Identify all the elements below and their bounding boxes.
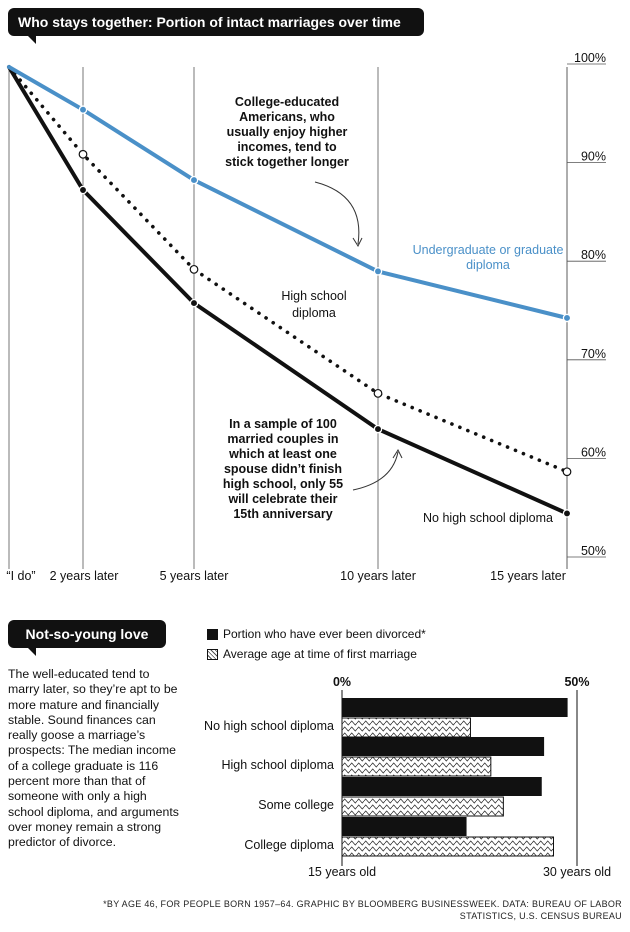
bar-axis-top-label: 0%	[333, 675, 351, 689]
annotation-line: 15th anniversary	[233, 507, 332, 521]
legend-item-divorced: Portion who have ever been divorced*	[207, 624, 426, 644]
series-label-high-school: High school diploma	[281, 289, 346, 320]
annotation-no-hs: In a sample of 100 married couples in whic…	[223, 417, 343, 521]
data-point	[562, 509, 572, 518]
chart-title: Who stays together: Portion of intact ma…	[8, 8, 424, 44]
annotation-line: In a sample of 100	[229, 417, 337, 431]
y-tick-label: 70%	[581, 347, 606, 361]
y-tick-label: 90%	[581, 150, 606, 164]
data-point	[189, 298, 199, 308]
bar-age	[341, 717, 471, 738]
legend-item-age: Average age at time of first marriage	[207, 644, 426, 664]
series-label-no-hs: No high school diploma	[423, 511, 553, 525]
data-point	[189, 175, 199, 185]
annotation-line: usually enjoy higher	[227, 125, 348, 139]
series-label-line: High school	[281, 289, 346, 303]
y-tick-label: 80%	[581, 248, 606, 262]
x-tick-label: 2 years later	[50, 569, 119, 583]
x-tick-label: 10 years later	[340, 569, 416, 583]
annotation-arrowhead	[392, 448, 403, 459]
body-text: The well-educated tend to marry later, s…	[8, 667, 179, 850]
data-point	[373, 267, 383, 276]
annotation-line: spouse didn’t finish	[224, 462, 342, 476]
bar-axis-top-label: 50%	[564, 675, 589, 689]
data-point	[373, 388, 383, 398]
bar-category-label: High school diploma	[221, 758, 334, 772]
annotation-line: stick together longer	[225, 155, 349, 169]
bar-category-label: Some college	[258, 798, 334, 812]
y-tick-label: 60%	[581, 445, 606, 459]
bar-divorced	[342, 698, 568, 717]
annotation-arrow	[314, 181, 360, 245]
series-label-college: Undergraduate or graduate diploma	[413, 243, 564, 272]
bar-divorced	[342, 777, 542, 796]
annotation-line: married couples in	[227, 432, 338, 446]
panel-title: Not-so-young love	[8, 620, 166, 656]
y-tick-label: 50%	[581, 544, 606, 558]
bar-divorced	[342, 737, 545, 756]
data-point	[189, 264, 199, 274]
bar-age	[341, 836, 554, 857]
annotation-college: College-educated Americans, who usually en…	[225, 95, 349, 169]
bar-age	[341, 756, 492, 777]
annotation-line: high school, only 55	[223, 477, 343, 491]
bar-legend: Portion who have ever been divorced* Ave…	[207, 624, 426, 664]
bar-divorced	[342, 817, 467, 836]
annotation-line: Americans, who	[239, 110, 335, 124]
legend-label: Portion who have ever been divorced*	[223, 627, 426, 641]
series-label-line: diploma	[292, 306, 336, 320]
annotation-line: will celebrate their	[227, 492, 337, 506]
x-tick-label: “I do”	[6, 569, 35, 583]
footnote: *BY AGE 46, FOR PEOPLE BORN 1957–64. GRA…	[103, 899, 622, 921]
annotation-line: incomes, tend to	[237, 140, 337, 154]
data-point	[78, 105, 88, 114]
x-tick-label: 5 years later	[160, 569, 229, 583]
series-label-line: diploma	[466, 258, 510, 272]
annotation-line: which at least one	[228, 447, 337, 461]
bar-axis-bottom-label: 30 years old	[543, 865, 611, 879]
annotation-arrow	[352, 451, 399, 491]
hatched-swatch-icon	[207, 648, 218, 660]
bar-category-label: No high school diploma	[204, 719, 334, 733]
data-point	[78, 149, 88, 159]
annotation-arrowhead	[352, 237, 363, 248]
bar-age	[341, 796, 504, 817]
bar-axis-bottom-label: 15 years old	[308, 865, 376, 879]
legend-label: Average age at time of first marriage	[223, 647, 417, 661]
solid-swatch-icon	[207, 628, 218, 640]
data-point	[78, 185, 88, 195]
x-tick-label: 15 years later	[490, 569, 566, 583]
data-point	[562, 313, 572, 323]
bar-category-label: College diploma	[244, 838, 334, 852]
data-point	[562, 467, 572, 477]
annotation-line: College-educated	[235, 95, 339, 109]
series-label-line: Undergraduate or graduate	[413, 243, 564, 257]
y-tick-label: 100%	[574, 51, 606, 65]
data-point	[373, 424, 383, 434]
